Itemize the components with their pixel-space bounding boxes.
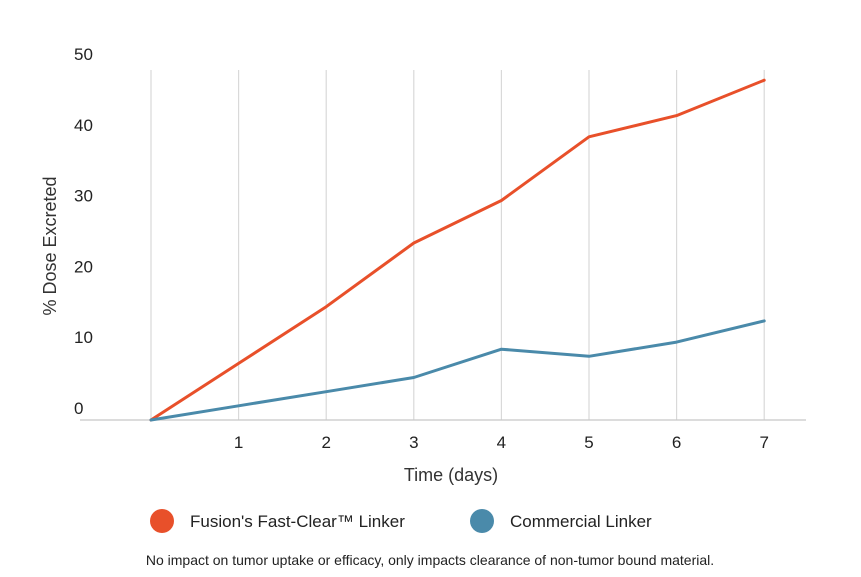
y-tick-label: 10 bbox=[74, 328, 93, 347]
y-tick-labels: 0 10 20 30 40 50 bbox=[74, 45, 93, 418]
x-tick-label: 1 bbox=[234, 433, 243, 452]
legend-item-commercial: Commercial Linker bbox=[470, 509, 652, 533]
legend-label-commercial: Commercial Linker bbox=[510, 512, 652, 531]
legend-swatch-commercial bbox=[470, 509, 494, 533]
series-lines bbox=[149, 78, 766, 422]
y-tick-label: 20 bbox=[74, 257, 93, 276]
x-tick-label: 3 bbox=[409, 433, 418, 452]
series-line-commercial bbox=[149, 319, 766, 422]
legend-item-fast-clear: Fusion's Fast-Clear™ Linker bbox=[150, 509, 405, 533]
x-tick-labels: 1 2 3 4 5 6 7 bbox=[234, 433, 769, 452]
x-axis-title: Time (days) bbox=[404, 465, 498, 485]
legend-swatch-fast-clear bbox=[150, 509, 174, 533]
series-line-fast-clear bbox=[149, 78, 766, 422]
gridlines bbox=[150, 70, 765, 420]
y-tick-label: 50 bbox=[74, 45, 93, 64]
x-tick-label: 7 bbox=[759, 433, 768, 452]
x-tick-label: 6 bbox=[672, 433, 681, 452]
legend: Fusion's Fast-Clear™ Linker Commercial L… bbox=[150, 509, 652, 533]
x-tick-label: 2 bbox=[321, 433, 330, 452]
x-tick-label: 4 bbox=[497, 433, 506, 452]
y-axis-title: % Dose Excreted bbox=[40, 176, 60, 315]
x-tick-label: 5 bbox=[584, 433, 593, 452]
y-tick-label: 0 bbox=[74, 399, 83, 418]
legend-label-fast-clear: Fusion's Fast-Clear™ Linker bbox=[190, 512, 405, 531]
footnote: No impact on tumor uptake or efficacy, o… bbox=[146, 552, 714, 568]
y-tick-label: 30 bbox=[74, 187, 93, 206]
y-tick-label: 40 bbox=[74, 116, 93, 135]
